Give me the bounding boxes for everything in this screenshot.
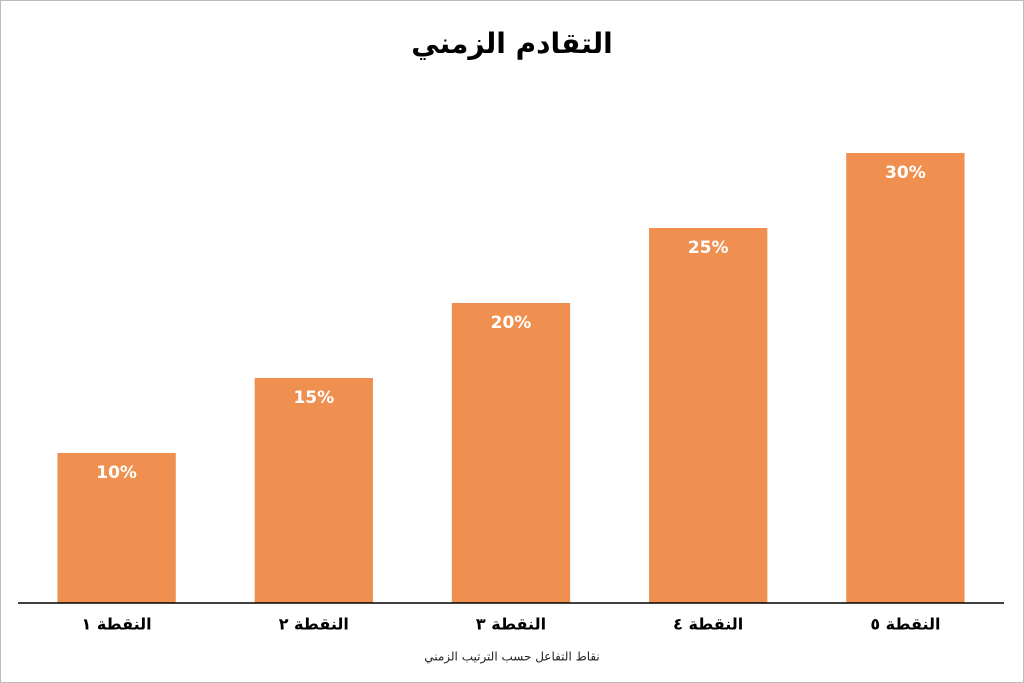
x-axis-label: نقاط التفاعل حسب الترتيب الزمني bbox=[424, 650, 600, 665]
value-label: 30% bbox=[885, 163, 926, 183]
x-tick-label: النقطة ١ bbox=[82, 615, 152, 634]
value-label: 20% bbox=[491, 313, 532, 333]
value-label: 15% bbox=[293, 388, 334, 408]
bar bbox=[846, 153, 965, 603]
value-label: 25% bbox=[688, 238, 729, 258]
x-tick-label: النقطة ٤ bbox=[673, 615, 743, 634]
bar bbox=[254, 378, 373, 603]
bar bbox=[451, 303, 571, 603]
bar bbox=[57, 453, 176, 603]
x-tick-label: النقطة ٥ bbox=[870, 615, 940, 634]
value-label: 10% bbox=[96, 463, 137, 483]
bar bbox=[649, 228, 768, 603]
chart-title: التقادم الزمني bbox=[411, 27, 612, 60]
x-tick-label: النقطة ٣ bbox=[476, 615, 546, 634]
x-tick-label: النقطة ٢ bbox=[279, 615, 349, 634]
